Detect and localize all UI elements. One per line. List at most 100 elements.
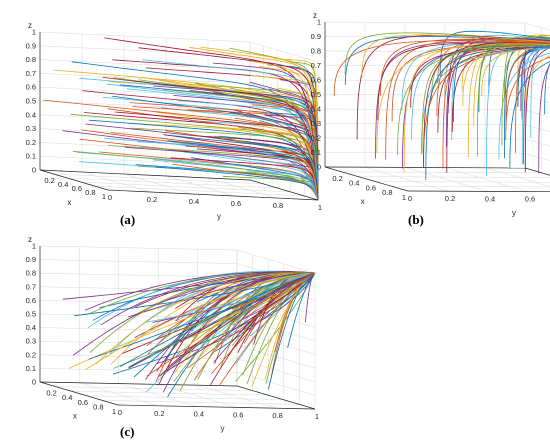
gridline-z-back — [524, 51, 550, 60]
trajectory-line — [420, 47, 550, 155]
trajectory-line — [525, 55, 550, 118]
y-tick-label: 0 — [118, 408, 122, 417]
y-tick-label: 0.6 — [525, 195, 535, 204]
z-tick-label: 0.6 — [26, 296, 36, 305]
z-tick-label: 0.2 — [26, 138, 36, 147]
trajectory-line — [151, 272, 316, 342]
trajectory-line — [157, 272, 316, 378]
z-tick-label: 0.6 — [26, 83, 36, 92]
x-tick-label: 0.4 — [349, 179, 359, 188]
tick-labels: 0 0.1 0.2 0.3 0.4 0.5 0.6 0.7 0.8 0.9 1 0.2 0.4 0.6 0.… — [311, 11, 536, 218]
gridline-floor-y — [158, 384, 237, 408]
axis-edge — [39, 381, 119, 406]
z-axis-label: z — [28, 21, 32, 30]
x-tick-label: 0.6 — [78, 398, 88, 407]
trajectories — [333, 30, 550, 181]
z-tick-label: 0.9 — [26, 41, 36, 50]
x-tick-label: 0.8 — [85, 188, 95, 197]
x-tick-label: 0.4 — [58, 180, 68, 189]
z-tick-label: 0.7 — [26, 282, 36, 291]
trajectory-line — [444, 44, 550, 98]
gridline-floor-x — [94, 185, 305, 197]
z-tick-label: 1 — [317, 18, 321, 27]
y-tick-label: 0.2 — [154, 409, 164, 418]
gridline-floor-x — [53, 173, 264, 185]
trajectory-line — [72, 150, 319, 201]
x-axis-label: x — [73, 412, 77, 421]
gridline-floor-x — [374, 181, 550, 183]
z-axis-label: z — [313, 11, 317, 20]
panel-label-c: (c) — [120, 424, 135, 439]
trajectory-line — [71, 61, 319, 201]
gridline-z-back — [236, 331, 316, 355]
trajectory-line — [486, 43, 550, 177]
trajectory-line — [505, 56, 550, 141]
trajectory-line — [517, 34, 550, 78]
y-tick-label: 0.4 — [189, 197, 199, 206]
trajectory-line — [243, 97, 319, 201]
z-tick-label: 0.1 — [26, 364, 36, 373]
z-tick-label: 0.8 — [311, 47, 321, 56]
trajectory-line — [524, 47, 550, 173]
axes-box — [39, 32, 319, 201]
trajectory-line — [425, 46, 550, 181]
x-tick-label: 0.2 — [46, 389, 56, 398]
x-axis-label: x — [67, 198, 71, 207]
x-tick-label: 0.6 — [72, 184, 82, 193]
gridline-floor-y — [484, 167, 550, 187]
y-axis-label: y — [221, 424, 225, 433]
gridline-floor-x — [341, 171, 542, 174]
trajectory-line — [131, 127, 319, 201]
trajectory-line — [107, 108, 319, 201]
gridline-floor-y — [207, 177, 277, 199]
trajectory-line — [174, 272, 316, 373]
z-tick-label: 1 — [32, 242, 36, 251]
z-tick-label: 0.9 — [311, 32, 321, 41]
z-tick-label: 0.2 — [26, 350, 36, 359]
x-tick-label: 0.8 — [93, 402, 103, 411]
gridline-z-side — [39, 245, 238, 251]
trajectory-line — [152, 159, 319, 201]
axis-edge — [324, 166, 409, 192]
gridline-z-back — [524, 109, 550, 118]
gridline-z-side — [39, 300, 238, 305]
gridline-floor-x — [391, 185, 550, 188]
gridline-floor-y — [81, 171, 151, 193]
y-tick-label: 0.4 — [194, 410, 204, 419]
gridline-z-side — [39, 31, 251, 43]
z-tick-label: 0 — [32, 166, 36, 175]
trajectory-line — [446, 37, 550, 147]
z-tick-label: 0.7 — [311, 61, 321, 70]
gridline-z-side — [39, 272, 238, 278]
tick-labels: 0 0.1 0.2 0.3 0.4 0.5 0.6 0.7 0.8 0.9 1 0.2 0.4 0.6 0.… — [26, 235, 320, 433]
y-axis-label: y — [512, 209, 516, 218]
gridline-floor-y — [444, 167, 529, 192]
z-tick-label: 0.1 — [311, 148, 321, 157]
trajectory-line — [538, 63, 550, 174]
gridline-floor-x — [80, 181, 291, 193]
gridline-z-side — [39, 100, 251, 112]
trajectory-line — [113, 272, 316, 369]
trajectory-line — [521, 47, 550, 119]
x-tick-label: 1 — [402, 193, 406, 202]
axis-edge — [249, 179, 319, 201]
trajectory-line — [89, 272, 316, 353]
x-axis-label: x — [361, 197, 365, 206]
y-axis-label: y — [217, 212, 221, 221]
z-tick-label: 0 — [317, 163, 321, 172]
z-tick-label: 0 — [32, 378, 36, 387]
z-tick-label: 0.3 — [26, 337, 36, 346]
trajectory-line — [198, 135, 319, 201]
z-tick-label: 0.2 — [311, 134, 321, 143]
z-axis-label: z — [28, 235, 32, 244]
gridline-floor-x — [358, 176, 550, 178]
z-tick-label: 0.7 — [26, 69, 36, 78]
gridline-z-back — [524, 66, 550, 74]
trajectory-line — [498, 52, 550, 160]
z-tick-label: 0.1 — [26, 152, 36, 161]
z-tick-label: 0.5 — [26, 310, 36, 319]
gridline-floor-y — [123, 173, 193, 195]
trajectory-line — [273, 58, 319, 201]
y-tick-label: 0.4 — [485, 194, 495, 203]
